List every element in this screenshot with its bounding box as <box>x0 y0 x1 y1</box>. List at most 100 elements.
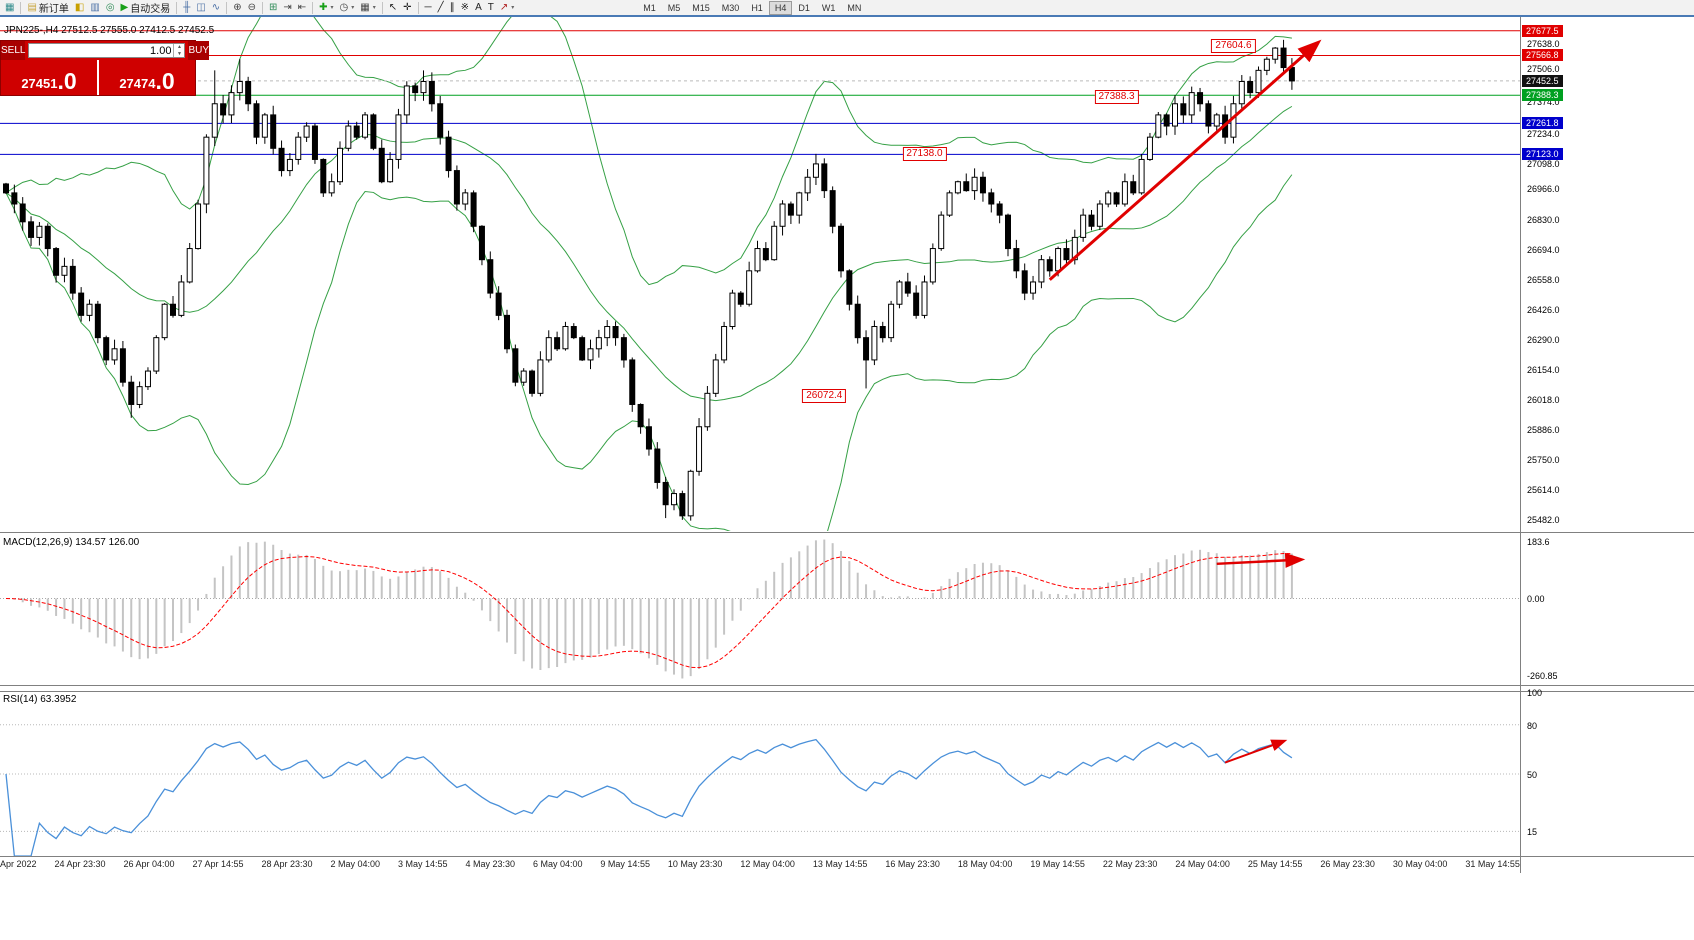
periods-button[interactable]: ◷ ▾ <box>337 1 358 15</box>
chart-ohlc-header: JPN225-,H4 27512.5 27555.0 27412.5 27452… <box>4 25 215 36</box>
navigator-icon[interactable]: ◎ <box>103 1 118 15</box>
chart-shift-icon[interactable]: ⇤ <box>295 1 309 15</box>
macd-arrow <box>1216 552 1306 568</box>
auto-trading-button[interactable]: ▶ 自动交易 <box>118 1 174 15</box>
lot-increase-button[interactable]: ▲ <box>176 44 182 50</box>
navigator-icon-glyph: ◎ <box>105 2 115 13</box>
lot-stepper: ▲ ▼ <box>173 44 184 57</box>
timeframe-mn[interactable]: MN <box>847 2 862 13</box>
price-callout[interactable]: 27138.0 <box>902 146 947 161</box>
cycle-lines-icon-glyph: ※ <box>460 2 470 13</box>
arrows-button[interactable]: ↗ ▾ <box>497 1 517 15</box>
templates-button-dropdown[interactable]: ▾ <box>372 5 376 11</box>
timeframe-h1[interactable]: H1 <box>751 2 763 13</box>
sell-price[interactable]: 27451 .0 <box>1 60 97 95</box>
bar-chart-icon-glyph: ╫ <box>183 2 191 13</box>
auto-trading-button-glyph: ▶ <box>120 2 129 13</box>
time-axis-label: 19 May 14:55 <box>1030 859 1085 869</box>
time-axis-label: 12 May 04:00 <box>740 859 795 869</box>
price-callout[interactable]: 26072.4 <box>802 388 847 403</box>
sell-price-main: 27451 <box>21 76 58 91</box>
terminal-icon[interactable]: ▦ <box>2 1 17 15</box>
macd-panel[interactable] <box>0 539 1520 679</box>
timeframe-m1[interactable]: M1 <box>643 2 656 13</box>
one-click-top-row: SELL ▲ ▼ BUY <box>1 41 210 60</box>
time-axis-label: 24 Apr 23:30 <box>54 859 106 869</box>
trendline-icon-glyph: ╱ <box>437 2 444 13</box>
auto-scroll-icon[interactable]: ⇥ <box>280 1 294 15</box>
cursor-icon[interactable]: ↖ <box>386 1 400 15</box>
buy-price-main: 27474 <box>119 76 156 91</box>
terminal-icon-glyph: ▦ <box>5 2 15 13</box>
periods-button-glyph: ◷ <box>339 2 349 13</box>
indicators-button-glyph: ✚ <box>319 2 328 13</box>
text-icon[interactable]: A <box>472 1 485 15</box>
indicators-button-dropdown[interactable]: ▾ <box>330 5 334 11</box>
buy-price[interactable]: 27474 .0 <box>99 60 195 95</box>
zoom-out-icon[interactable]: ⊖ <box>245 1 259 15</box>
periods-button-dropdown[interactable]: ▾ <box>351 5 355 11</box>
price-tick: 26154.0 <box>1527 365 1560 376</box>
arrows-button-glyph: ↗ <box>499 2 509 13</box>
equidistant-channel-icon[interactable]: ∥ <box>447 1 458 15</box>
data-window-icon[interactable]: ▥ <box>87 1 102 15</box>
price-tick: 27374.0 <box>1527 97 1560 108</box>
timeframe-h4[interactable]: H4 <box>768 0 793 15</box>
timeframe-m15[interactable]: M15 <box>692 2 710 13</box>
macd-scale-max: 183.6 <box>1527 537 1550 547</box>
crosshair-icon[interactable]: ✛ <box>400 1 414 15</box>
new-order-button[interactable]: ▤ 新订单 <box>24 1 71 15</box>
time-axis-label: Apr 2022 <box>0 859 37 869</box>
sell-button[interactable]: SELL <box>1 41 26 60</box>
horizontal-line-icon-glyph: ─ <box>424 2 432 13</box>
price-callout[interactable]: 27388.3 <box>1094 90 1139 105</box>
timeframe-m30[interactable]: M30 <box>721 2 740 13</box>
lot-decrease-button[interactable]: ▼ <box>176 50 182 57</box>
price-tick: 26426.0 <box>1527 304 1560 315</box>
arrows-button-dropdown[interactable]: ▾ <box>511 5 515 11</box>
price-callout[interactable]: 27604.6 <box>1211 38 1256 53</box>
price-tick: 26290.0 <box>1527 334 1560 345</box>
timeframe-w1[interactable]: W1 <box>821 2 836 13</box>
level-price-badge: 27261.8 <box>1522 117 1563 130</box>
templates-button[interactable]: ▦ ▾ <box>357 1 378 15</box>
trend-arrow <box>1048 39 1322 281</box>
trendline-icon[interactable]: ╱ <box>435 1 447 15</box>
chart-shift-icon-glyph: ⇤ <box>297 2 307 13</box>
rsi-indicator-label: RSI(14) 63.3952 <box>3 694 77 705</box>
timeframe-d1[interactable]: D1 <box>798 2 810 13</box>
candlestick-chart-icon[interactable]: ◫ <box>193 1 208 15</box>
bar-chart-icon[interactable]: ╫ <box>180 1 193 15</box>
rsi-panel[interactable] <box>0 724 1520 856</box>
price-tick: 25886.0 <box>1527 424 1560 435</box>
price-tick: 27506.0 <box>1527 64 1560 74</box>
horizontal-line-icon[interactable]: ─ <box>422 1 435 15</box>
indicators-button[interactable]: ✚ ▾ <box>316 1 336 15</box>
time-axis-label: 18 May 04:00 <box>957 859 1013 869</box>
main-chart-panel[interactable] <box>0 0 1520 571</box>
buy-price-pips: .0 <box>155 68 175 94</box>
price-tick: 26830.0 <box>1527 214 1560 225</box>
candlestick-chart-icon-glyph: ◫ <box>196 2 206 13</box>
text-label-icon[interactable]: T <box>485 1 497 15</box>
line-chart-icon[interactable]: ∿ <box>209 1 223 15</box>
price-tick: 25614.0 <box>1527 485 1560 496</box>
bollinger-up-line <box>5 17 1292 286</box>
toolbar-separator <box>20 1 22 14</box>
tile-windows-icon[interactable]: ⊞ <box>266 1 280 15</box>
price-tick: 25750.0 <box>1527 455 1560 466</box>
time-axis-label: 27 Apr 14:55 <box>192 859 244 869</box>
cycle-lines-icon[interactable]: ※ <box>458 1 472 15</box>
zoom-in-icon[interactable]: ⊕ <box>230 1 244 15</box>
toolbar-separator <box>417 1 419 14</box>
toolbar-separator <box>312 1 314 14</box>
level-price-badge: 27566.8 <box>1522 49 1563 62</box>
chart-profiles-icon[interactable]: ◧ <box>72 1 87 15</box>
one-click-prices: 27451 .0 27474 .0 <box>1 60 195 95</box>
auto-scroll-icon-glyph: ⇥ <box>283 2 292 13</box>
timeframe-m5[interactable]: M5 <box>667 2 681 13</box>
lot-size-input[interactable] <box>29 44 174 57</box>
buy-button[interactable]: BUY <box>188 41 210 60</box>
line-chart-icon-glyph: ∿ <box>211 2 221 13</box>
